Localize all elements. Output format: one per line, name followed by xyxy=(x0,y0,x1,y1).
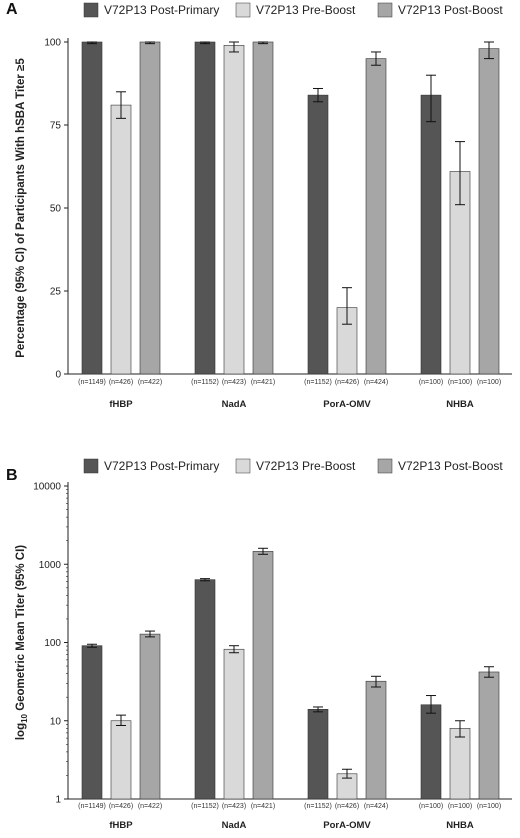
category-group-NadA: (n=1152) (n=423) (n=421) NadA xyxy=(191,547,275,831)
n-label: (n=426) xyxy=(109,379,133,386)
y-axis: 1 10 100 1000 10000 xyxy=(33,482,69,806)
n-label: (n=426) xyxy=(335,803,359,810)
y-tick-label: 75 xyxy=(50,121,62,132)
y-axis-label-rest: Geometric Mean Titer (95% CI) xyxy=(15,545,27,714)
n-label: (n=100) xyxy=(419,379,443,386)
bar xyxy=(223,45,245,375)
bar xyxy=(449,728,471,800)
category-label: fHBP xyxy=(109,399,133,410)
bar xyxy=(194,579,216,800)
y-axis-label: log10 Geometric Mean Titer (95% CI) xyxy=(15,545,29,740)
legend-label: V72P13 Pre-Boost xyxy=(256,459,356,473)
category-group-fHBP: (n=1149) (n=426) (n=422) fHBP xyxy=(78,41,162,410)
n-label: (n=1152) xyxy=(304,803,332,810)
bar xyxy=(365,58,387,375)
n-label: (n=100) xyxy=(448,803,472,810)
legend-label: V72P13 Post-Boost xyxy=(398,3,503,17)
n-label: (n=1152) xyxy=(191,803,219,810)
legend-label: V72P13 Post-Boost xyxy=(398,459,503,473)
bar xyxy=(139,633,161,800)
category-group-PorA-OMV: (n=1152) (n=426) (n=424) PorA-OMV xyxy=(304,51,388,410)
n-label: (n=100) xyxy=(477,803,501,810)
category-group-NHBA: (n=100) (n=100) (n=100) NHBA xyxy=(419,666,501,831)
category-label: PorA-OMV xyxy=(323,820,371,831)
n-label: (n=424) xyxy=(364,379,388,386)
legend-label: V72P13 Post-Primary xyxy=(104,459,219,473)
legend-swatch xyxy=(235,458,251,474)
y-tick-label: 50 xyxy=(50,204,62,215)
y-tick-label: 10 xyxy=(50,716,62,727)
y-tick-label: 100 xyxy=(44,638,61,649)
n-label: (n=422) xyxy=(138,803,162,810)
n-label: (n=421) xyxy=(251,803,275,810)
bar xyxy=(139,41,161,375)
legend-label: V72P13 Pre-Boost xyxy=(256,3,356,17)
y-tick-label: 25 xyxy=(50,287,62,298)
n-label: (n=421) xyxy=(251,379,275,386)
y-axis-label-prefix: log xyxy=(15,723,27,740)
n-label: (n=423) xyxy=(222,803,246,810)
bar xyxy=(478,48,500,375)
n-label: (n=426) xyxy=(109,803,133,810)
category-label: PorA-OMV xyxy=(323,399,371,410)
n-label: (n=422) xyxy=(138,379,162,386)
y-tick-label: 1000 xyxy=(39,560,62,571)
n-label: (n=424) xyxy=(364,803,388,810)
legend-label: V72P13 Post-Primary xyxy=(104,3,219,17)
legend-swatch xyxy=(83,458,99,474)
bar xyxy=(420,704,442,800)
bar xyxy=(252,551,274,800)
n-label: (n=1149) xyxy=(78,803,106,810)
bar xyxy=(194,41,216,375)
y-tick-label: 1 xyxy=(55,795,61,806)
category-group-PorA-OMV: (n=1152) (n=426) (n=424) PorA-OMV xyxy=(304,675,388,831)
n-label: (n=426) xyxy=(335,379,359,386)
bar xyxy=(110,720,132,800)
legend-swatch xyxy=(377,2,393,18)
legend: V72P13 Post-Primary V72P13 Pre-Boost V72P1… xyxy=(83,458,503,474)
bar xyxy=(365,680,387,800)
bar xyxy=(420,94,442,375)
n-label: (n=100) xyxy=(448,379,472,386)
y-axis-label: Percentage (95% CI) of Participants With… xyxy=(15,58,27,358)
category-group-NadA: (n=1152) (n=423) (n=421) NadA xyxy=(191,41,275,410)
bar xyxy=(252,41,274,375)
y-axis-label-subscript: 10 xyxy=(20,713,29,722)
bar xyxy=(110,104,132,375)
category-label: NadA xyxy=(222,399,247,410)
panel-A: A V72P13 Post-Primary V72P13 Pre-Boost V72P… xyxy=(6,1,512,410)
n-label: (n=100) xyxy=(419,803,443,810)
category-label: fHBP xyxy=(109,820,133,831)
legend-swatch xyxy=(377,458,393,474)
legend: V72P13 Post-Primary V72P13 Pre-Boost V72P1… xyxy=(83,2,503,18)
bar xyxy=(307,94,329,375)
y-axis: 0 25 50 75 100 xyxy=(44,38,69,381)
y-tick-label: 10000 xyxy=(33,482,61,493)
n-label: (n=1149) xyxy=(78,379,106,386)
bar xyxy=(307,709,329,800)
y-tick-label: 0 xyxy=(55,370,61,381)
panel-label: A xyxy=(6,1,18,18)
n-label: (n=1152) xyxy=(304,379,332,386)
y-tick-label: 100 xyxy=(44,38,61,49)
bar xyxy=(81,645,103,800)
legend-swatch xyxy=(235,2,251,18)
n-label: (n=423) xyxy=(222,379,246,386)
legend-swatch xyxy=(83,2,99,18)
category-group-NHBA: (n=100) (n=100) (n=100) NHBA xyxy=(419,41,501,410)
n-label: (n=100) xyxy=(477,379,501,386)
n-label: (n=1152) xyxy=(191,379,219,386)
bar xyxy=(81,41,103,375)
category-group-fHBP: (n=1149) (n=426) (n=422) fHBP xyxy=(78,630,162,831)
bar xyxy=(478,671,500,800)
category-label: NadA xyxy=(222,820,247,831)
panel-label: B xyxy=(6,467,18,484)
category-label: NHBA xyxy=(446,820,474,831)
category-label: NHBA xyxy=(446,399,474,410)
bar xyxy=(223,648,245,800)
